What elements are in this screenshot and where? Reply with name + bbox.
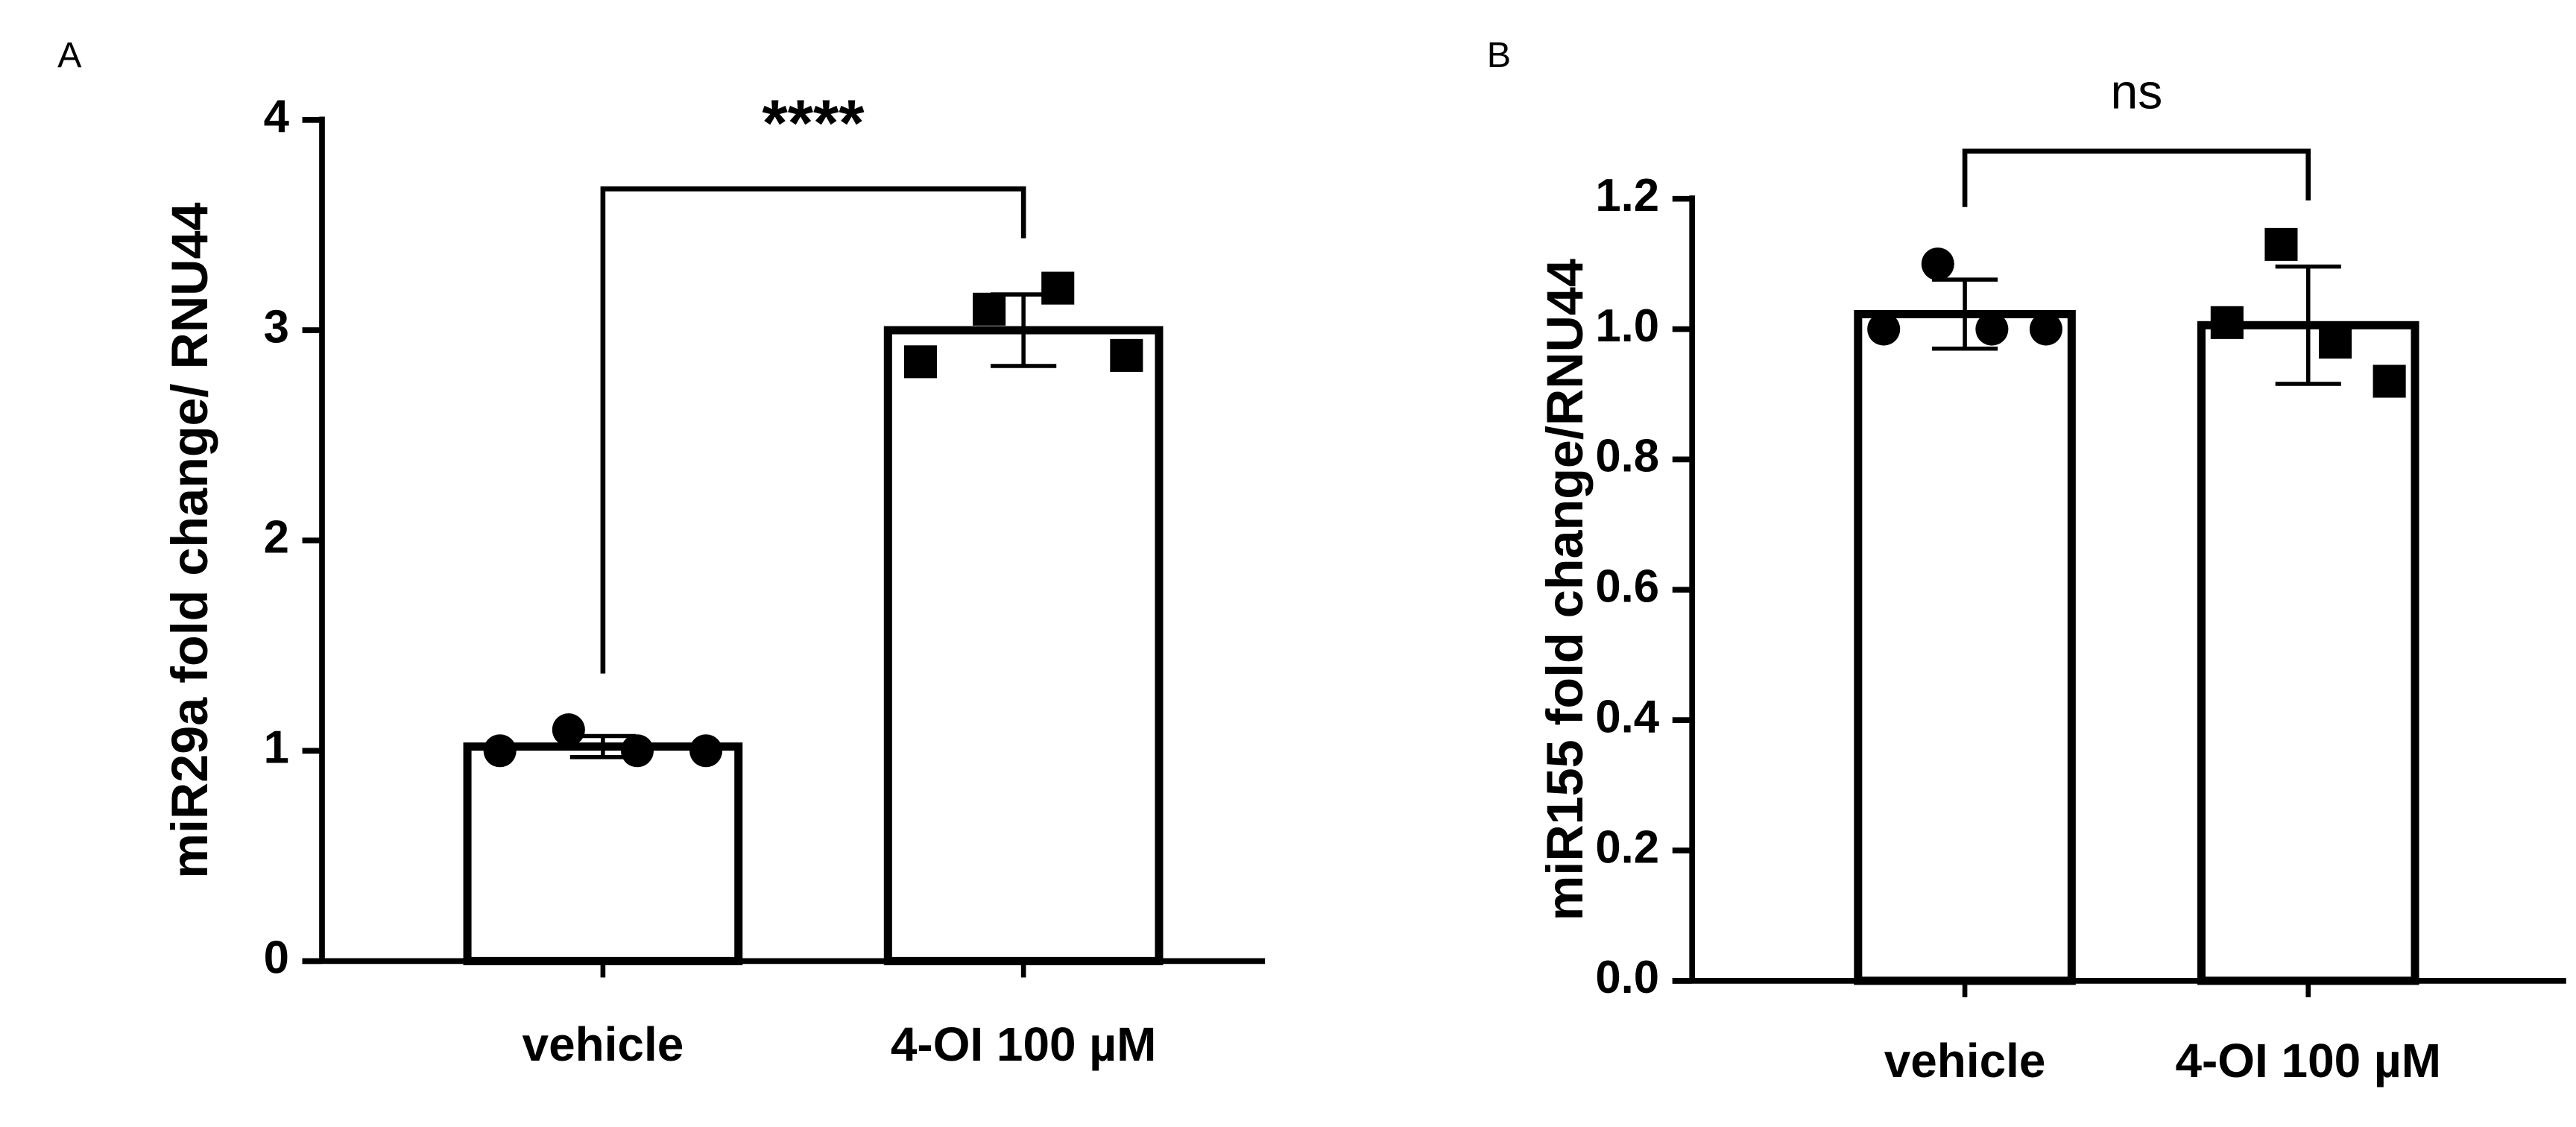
- data-point: [2264, 227, 2298, 261]
- y-axis-label: miR29a fold change/ RNU44: [162, 203, 218, 879]
- y-tick-label: 4: [264, 91, 289, 142]
- panel-label: B: [1487, 35, 1511, 75]
- y-tick-label: 0.6: [1595, 561, 1659, 613]
- data-point: [620, 734, 654, 768]
- panel-label: A: [57, 35, 82, 75]
- bar: [883, 326, 1164, 965]
- significance-bracket: [1962, 148, 2311, 207]
- significance-label: ns: [2110, 64, 2162, 119]
- data-point: [903, 345, 937, 379]
- data-point: [2318, 325, 2352, 359]
- y-tick-label: 2: [264, 511, 289, 563]
- bar: [2197, 321, 2419, 985]
- x-tick-label: 4-OI 100 µM: [891, 1017, 1156, 1071]
- data-point: [1975, 312, 2009, 346]
- data-point: [483, 734, 517, 768]
- significance-bracket: [600, 186, 1026, 674]
- y-tick-label: 3: [264, 301, 289, 353]
- y-tick-label: 0.4: [1595, 691, 1659, 742]
- y-tick-label: 1.2: [1595, 170, 1659, 221]
- y-tick-label: 1: [264, 722, 289, 774]
- data-point: [552, 713, 585, 747]
- bar: [1854, 309, 2076, 985]
- data-point: [689, 734, 723, 768]
- y-tick-label: 0.2: [1595, 821, 1659, 873]
- data-point: [2373, 364, 2406, 398]
- data-point: [1110, 338, 1143, 372]
- x-tick-label: 4-OI 100 µM: [2175, 1034, 2440, 1087]
- y-tick-label: 0.8: [1595, 431, 1659, 482]
- y-axis-label: miR155 fold change/RNU44: [1537, 259, 1594, 921]
- data-point: [1041, 271, 1075, 305]
- x-tick-label: vehicle: [523, 1017, 684, 1071]
- data-point: [973, 292, 1006, 326]
- data-point: [1921, 247, 1954, 281]
- y-tick-label: 1.0: [1595, 300, 1659, 352]
- x-tick-label: vehicle: [1884, 1034, 2046, 1087]
- significance-label: ****: [762, 86, 865, 160]
- data-point: [2029, 312, 2063, 346]
- y-tick-label: 0: [264, 932, 289, 984]
- y-tick-label: 0.0: [1595, 952, 1659, 1003]
- bar: [463, 742, 743, 965]
- data-point: [2210, 306, 2244, 339]
- data-point: [1867, 312, 1901, 346]
